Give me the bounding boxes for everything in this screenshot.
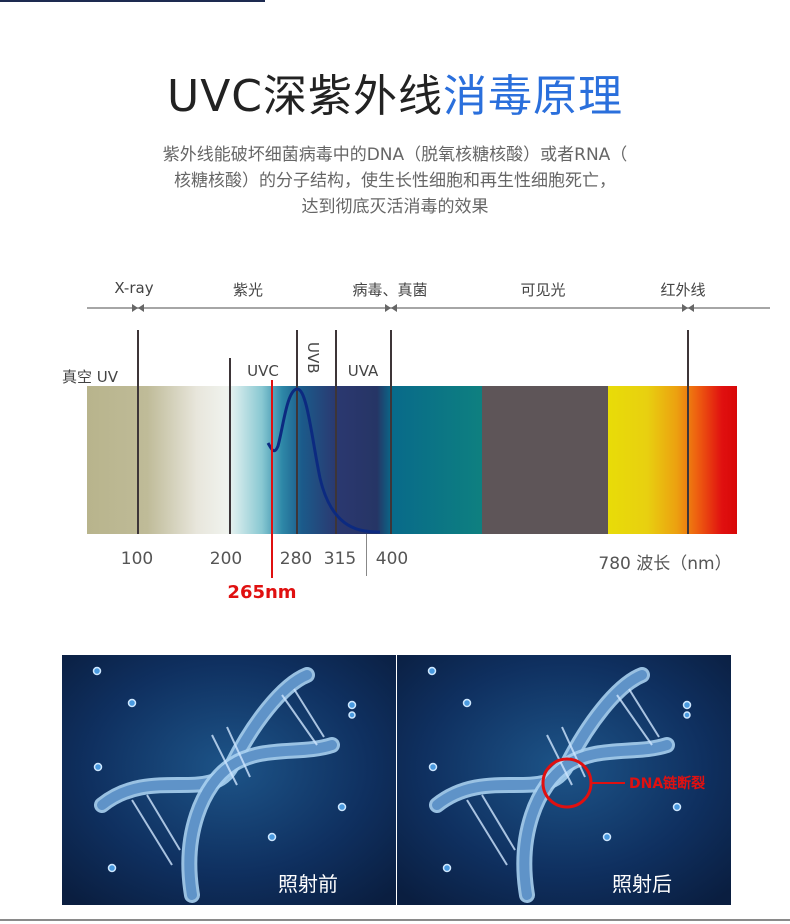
bottom-divider <box>0 919 790 921</box>
divider-200 <box>229 358 231 534</box>
subtitle-line-3: 达到彻底灭活消毒的效果 <box>301 197 489 217</box>
tick-280: 280 <box>279 549 313 569</box>
divider-280 <box>296 330 298 534</box>
divider-315 <box>335 330 337 534</box>
title-highlight: 消毒原理 <box>443 71 624 122</box>
subtitle-line-1: 紫外线能破坏细菌病毒中的DNA（脱氧核糖核酸）或者RNA（ <box>162 145 628 165</box>
region-visible: 可见光 <box>520 281 566 299</box>
spectrum-bar <box>87 386 737 534</box>
subtitle-line-2: 核糖核酸）的分子结构，使生长性细胞和再生性细胞死亡， <box>174 171 616 191</box>
dna-before-image <box>62 655 396 905</box>
tick-200: 200 <box>209 549 243 569</box>
dna-absorption-curve <box>266 387 381 534</box>
label-after: 照射后 <box>612 872 672 896</box>
range-arrow-markers <box>132 304 694 312</box>
region-xray: X-ray <box>114 279 154 297</box>
tick-315: 315 <box>323 549 357 569</box>
tick-400: 400 <box>375 549 409 569</box>
label-dna-break: DNA链断裂 <box>629 776 706 792</box>
divider-400 <box>390 330 392 534</box>
highlight-265nm: 265nm <box>227 582 297 603</box>
band-uvc: UVC <box>247 362 279 380</box>
divider-780 <box>687 330 689 534</box>
band-vacuum-uv: 真空 UV <box>61 368 119 386</box>
band-uva: UVA <box>347 362 379 380</box>
tick-780-wavelength: 780 波长（nm） <box>598 554 732 574</box>
label-before: 照射前 <box>278 872 338 896</box>
title-part1: UVC深紫外线 <box>166 71 444 122</box>
region-virus-fungi: 病毒、真菌 <box>352 281 428 299</box>
page-title: UVC深紫外线消毒原理 <box>0 60 790 124</box>
tail-marker <box>366 534 367 576</box>
top-divider <box>0 0 265 2</box>
region-infrared: 红外线 <box>660 281 706 299</box>
dna-comparison <box>62 655 731 905</box>
region-violet: 紫光 <box>232 281 264 299</box>
dna-after-image <box>397 655 731 905</box>
divider-100 <box>137 330 139 534</box>
tick-100: 100 <box>120 549 154 569</box>
